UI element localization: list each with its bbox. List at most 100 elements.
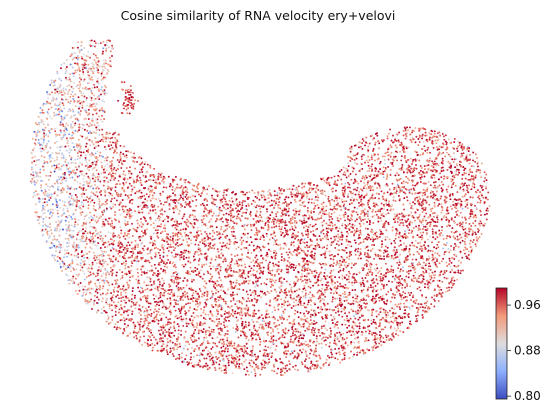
scatter-point: [309, 268, 311, 271]
scatter-point: [154, 178, 157, 181]
scatter-point: [365, 236, 368, 239]
scatter-point: [94, 194, 97, 197]
scatter-point: [35, 190, 37, 193]
scatter-point: [193, 222, 196, 225]
scatter-point: [427, 146, 430, 149]
scatter-point: [157, 251, 160, 254]
scatter-point: [314, 204, 317, 207]
scatter-point: [258, 316, 261, 319]
scatter-point: [68, 166, 71, 169]
scatter-point: [427, 265, 430, 268]
scatter-point: [66, 241, 69, 244]
scatter-point: [33, 160, 36, 163]
scatter-point: [280, 215, 283, 218]
scatter-point: [199, 229, 202, 232]
scatter-point: [104, 67, 107, 70]
scatter-point: [407, 270, 410, 272]
scatter-point: [293, 340, 296, 342]
scatter-point: [196, 226, 199, 229]
scatter-point: [449, 236, 452, 239]
scatter-point: [420, 148, 423, 150]
scatter-point: [435, 142, 438, 145]
scatter-point: [202, 309, 205, 312]
scatter-point: [250, 359, 253, 362]
scatter-point: [480, 176, 483, 179]
scatter-point: [93, 257, 96, 260]
scatter-point: [341, 337, 344, 339]
scatter-point: [90, 184, 93, 187]
scatter-point: [193, 316, 196, 319]
scatter-point: [396, 159, 399, 162]
scatter-point: [125, 181, 128, 184]
scatter-point: [447, 153, 450, 156]
scatter-point: [453, 137, 456, 140]
scatter-point: [259, 343, 261, 346]
scatter-point: [345, 235, 348, 238]
scatter-point: [53, 170, 56, 173]
scatter-point: [85, 242, 88, 245]
scatter-point: [291, 195, 294, 198]
scatter-point: [449, 205, 452, 208]
scatter-point: [433, 276, 436, 279]
scatter-point: [342, 267, 345, 270]
scatter-point: [159, 194, 162, 197]
scatter-point: [58, 90, 61, 93]
scatter-point: [365, 141, 367, 144]
scatter-point: [211, 314, 214, 317]
scatter-point: [60, 89, 63, 92]
scatter-point: [348, 324, 351, 327]
scatter-point: [346, 331, 349, 334]
scatter-point: [323, 246, 326, 249]
scatter-point: [182, 195, 185, 198]
scatter-point: [346, 256, 348, 259]
scatter-point: [108, 132, 111, 135]
scatter-point: [54, 259, 56, 261]
scatter-point: [121, 287, 124, 290]
scatter-point: [57, 175, 60, 178]
scatter-point: [269, 272, 272, 275]
scatter-point: [159, 254, 161, 257]
scatter-point: [386, 246, 389, 249]
scatter-point: [302, 288, 305, 290]
scatter-point: [67, 264, 70, 267]
scatter-point: [292, 184, 295, 187]
scatter-point: [232, 281, 235, 284]
scatter-point: [144, 297, 147, 300]
scatter-point: [55, 249, 58, 252]
scatter-point: [343, 290, 346, 293]
scatter-point: [42, 141, 45, 144]
scatter-point: [390, 268, 393, 271]
scatter-point: [182, 347, 185, 350]
scatter-point: [336, 297, 338, 300]
scatter-point: [215, 255, 218, 258]
scatter-point: [206, 235, 209, 238]
scatter-point: [333, 223, 336, 226]
scatter-point: [138, 224, 141, 227]
scatter-point: [398, 292, 401, 295]
scatter-point: [46, 185, 49, 188]
scatter-point: [367, 318, 370, 321]
scatter-point: [459, 198, 462, 201]
scatter-point: [98, 133, 101, 136]
scatter-point: [450, 230, 453, 233]
scatter-point: [126, 209, 129, 211]
scatter-point: [191, 200, 194, 203]
scatter-point: [177, 282, 180, 285]
scatter-point: [96, 159, 99, 162]
scatter-point: [259, 350, 261, 353]
scatter-point: [297, 231, 300, 234]
scatter-point: [232, 203, 235, 205]
scatter-point: [101, 287, 104, 290]
scatter-point: [416, 217, 419, 220]
scatter-point: [69, 102, 71, 105]
scatter-point: [372, 188, 374, 191]
scatter-point: [72, 229, 75, 232]
scatter-point: [330, 244, 333, 246]
scatter-point: [401, 186, 404, 189]
scatter-point: [334, 290, 337, 293]
scatter-point: [72, 161, 75, 164]
scatter-point: [244, 321, 247, 324]
scatter-point: [347, 287, 350, 290]
scatter-point: [60, 192, 63, 194]
scatter-point: [438, 151, 441, 154]
